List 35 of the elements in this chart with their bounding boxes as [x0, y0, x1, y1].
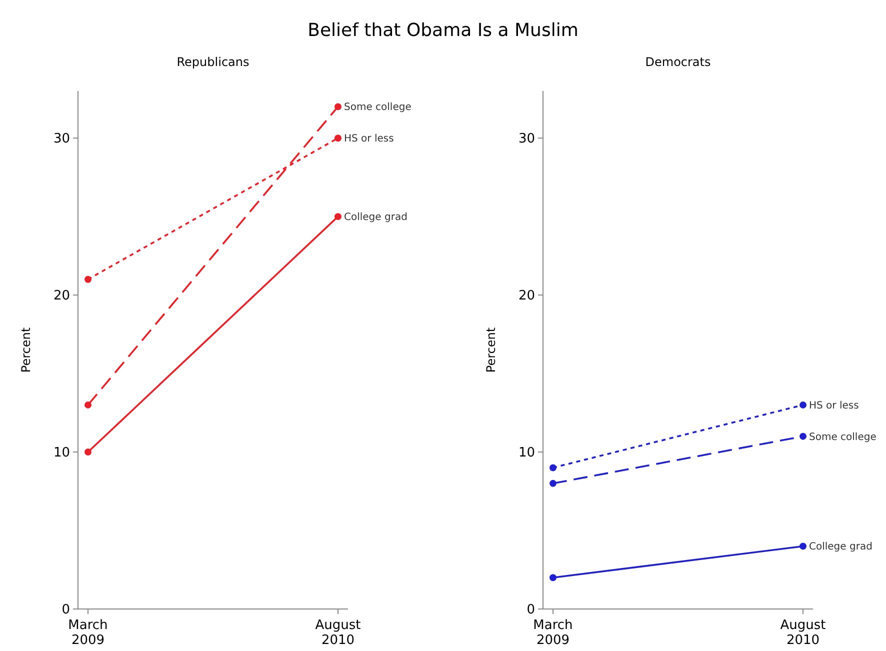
series-label: College grad	[344, 212, 408, 224]
point	[550, 574, 556, 582]
series-label: HS or less	[344, 134, 394, 145]
y-tick-label: 20	[518, 288, 535, 304]
series-label: College grad	[809, 542, 872, 553]
point	[334, 103, 342, 110]
point	[800, 401, 806, 408]
chart-subtitle: Republicans	[176, 55, 250, 69]
y-tick-label: 0	[62, 602, 70, 618]
y-tick-label: 20	[53, 288, 70, 304]
series-label: Some college	[809, 432, 876, 443]
point	[84, 401, 92, 408]
x-tick-label: August 2010	[780, 618, 826, 648]
y-axis-title: Percent	[484, 327, 498, 373]
x-tick-label: August 2010	[315, 618, 361, 648]
chart-title: Belief that Obama Is a Muslim	[308, 20, 578, 41]
point	[800, 432, 806, 440]
series-label: Some college	[344, 102, 412, 114]
point	[550, 480, 556, 487]
y-tick-label: 0	[526, 602, 535, 618]
point	[334, 134, 342, 142]
x-tick-label: March 2009	[533, 618, 573, 648]
point	[84, 276, 92, 283]
y-tick-label: 10	[53, 446, 70, 461]
x-tick-label: March 2009	[68, 618, 108, 648]
y-tick-label: 30	[518, 132, 535, 147]
point	[84, 448, 92, 456]
y-axis-title: Percent	[19, 327, 33, 373]
point	[800, 542, 806, 550]
point	[334, 213, 342, 220]
y-tick-label: 10	[518, 446, 535, 461]
series-label: HS or less	[809, 400, 859, 412]
point	[550, 464, 556, 472]
chart-subtitle: Democrats	[645, 55, 711, 69]
y-tick-label: 30	[53, 132, 70, 147]
